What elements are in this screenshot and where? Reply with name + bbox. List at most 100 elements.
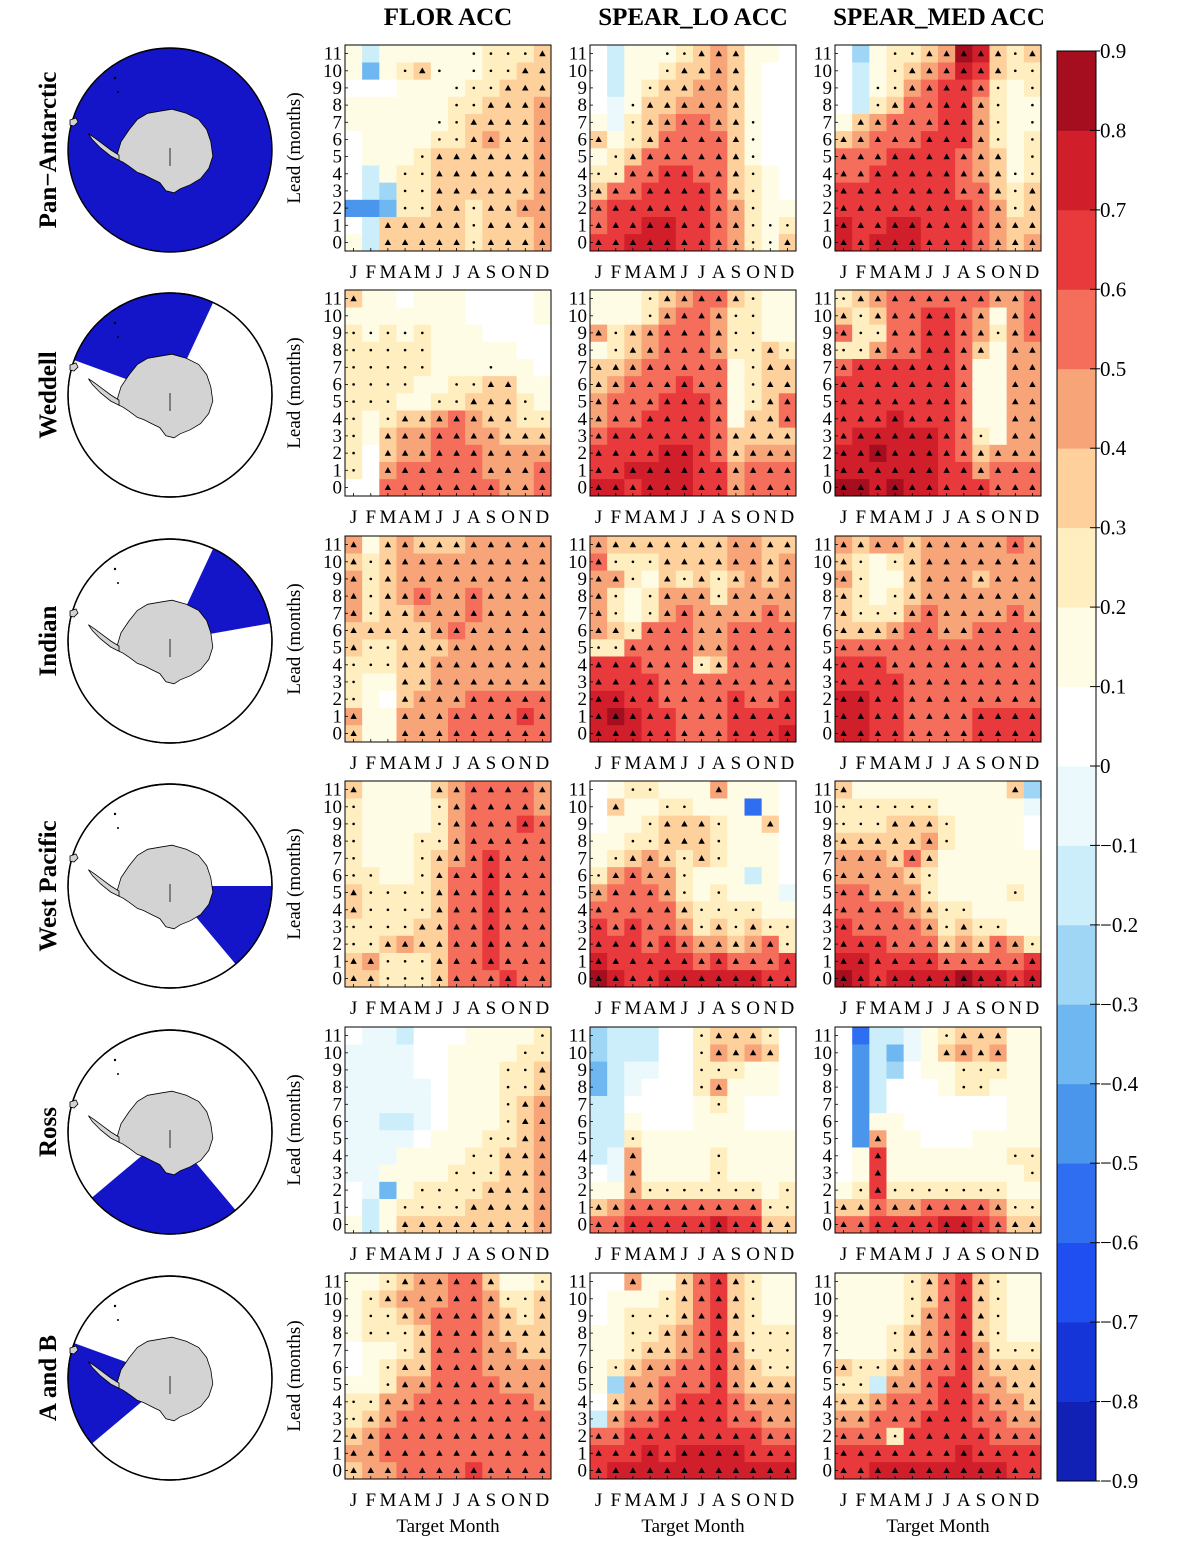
significance-triangle [784, 1432, 791, 1439]
x-tick-label: J [436, 507, 443, 528]
significance-triangle [367, 1450, 374, 1456]
heatmap-cell [658, 1061, 677, 1079]
significance-triangle [840, 906, 847, 913]
heatmap-cell [607, 290, 625, 308]
significance-triangle [891, 541, 899, 548]
heatmap-cell [658, 1095, 677, 1114]
y-tick-label: 10 [813, 61, 832, 82]
heatmap-cell [624, 45, 642, 63]
significance-dot [614, 155, 618, 158]
significance-triangle [784, 1381, 791, 1388]
significance-triangle [698, 170, 705, 177]
significance-triangle [926, 153, 933, 160]
significance-triangle [629, 695, 637, 702]
significance-triangle [504, 610, 512, 616]
significance-triangle [681, 222, 688, 228]
significance-triangle [629, 1432, 637, 1439]
significance-triangle [539, 1221, 546, 1227]
significance-triangle [539, 170, 546, 177]
significance-triangle [732, 1364, 740, 1370]
significance-dot [386, 331, 390, 335]
x-tick-label: N [518, 507, 532, 528]
x-tick-label: J [943, 753, 950, 774]
significance-dot [352, 366, 355, 369]
significance-triangle [732, 50, 740, 57]
significance-triangle [698, 558, 705, 565]
x-tick-label: S [731, 507, 742, 528]
heatmap-cell [835, 1112, 853, 1131]
significance-triangle [436, 1347, 443, 1353]
x-tick-label: J [595, 998, 602, 1019]
significance-triangle [698, 415, 705, 422]
significance-triangle [943, 627, 950, 633]
heatmap-cell [727, 1095, 745, 1114]
significance-triangle [857, 484, 864, 490]
significance-triangle [732, 695, 740, 702]
significance-triangle [522, 222, 529, 228]
heatmap-cell [465, 1044, 483, 1062]
significance-triangle [960, 329, 967, 336]
significance-triangle [732, 1347, 740, 1353]
significance-triangle [487, 695, 495, 702]
heatmap-cell [886, 570, 904, 588]
significance-triangle [767, 627, 774, 633]
significance-triangle [767, 398, 774, 405]
significance-triangle [504, 1364, 512, 1370]
heatmap-cell [362, 1198, 380, 1217]
significance-triangle [977, 170, 985, 177]
significance-dot [751, 138, 755, 141]
heatmap-cell [1023, 866, 1042, 885]
x-axis-label: Target Month [396, 1516, 500, 1537]
x-tick-label: F [611, 753, 622, 774]
significance-triangle [715, 239, 722, 245]
significance-triangle [732, 940, 740, 947]
significance-dot [386, 1366, 390, 1369]
heatmap-cell [396, 148, 414, 166]
significance-triangle [926, 449, 933, 456]
significance-dot [369, 1400, 373, 1404]
heatmap-cell [362, 707, 380, 726]
heatmap-cell [590, 113, 608, 132]
significance-dot [666, 805, 669, 809]
significance-triangle [767, 1450, 774, 1456]
heatmap-cell [482, 1112, 500, 1131]
significance-dot [421, 960, 424, 963]
significance-triangle [522, 1347, 529, 1353]
heatmap-cell [920, 1044, 939, 1062]
panel-frame [834, 1026, 1042, 1234]
significance-triangle [504, 803, 512, 810]
heatmap-cell [955, 1112, 973, 1131]
heatmap-cell [430, 1044, 449, 1062]
significance-triangle [943, 484, 950, 490]
heatmap-cell [590, 1044, 608, 1062]
significance-triangle [522, 855, 529, 861]
significance-triangle [891, 695, 899, 702]
significance-triangle [698, 67, 705, 74]
significance-triangle [453, 1295, 460, 1302]
heatmap-cell [989, 358, 1007, 377]
significance-triangle [840, 923, 847, 930]
significance-triangle [1029, 1221, 1036, 1227]
heatmap-cell [1023, 1027, 1042, 1045]
significance-dot [996, 1188, 1000, 1192]
significance-dot [979, 434, 983, 438]
significance-dot [506, 1103, 510, 1106]
significance-triangle [646, 923, 654, 930]
heatmap-cell [362, 427, 380, 445]
significance-triangle [539, 1152, 546, 1159]
significance-triangle [681, 449, 688, 456]
significance-triangle [629, 204, 637, 211]
significance-triangle [487, 432, 495, 439]
heatmap-cell [641, 62, 659, 80]
heatmap-cell [362, 536, 380, 554]
significance-triangle [698, 153, 705, 160]
significance-triangle [384, 222, 392, 228]
significance-triangle [874, 204, 882, 211]
significance-dot [1014, 206, 1017, 210]
significance-triangle [664, 329, 671, 336]
heatmap-cell [379, 182, 397, 200]
significance-triangle [664, 484, 671, 490]
significance-dot [489, 1171, 493, 1175]
heatmap-cell [727, 781, 745, 799]
significance-dot [786, 1188, 789, 1192]
